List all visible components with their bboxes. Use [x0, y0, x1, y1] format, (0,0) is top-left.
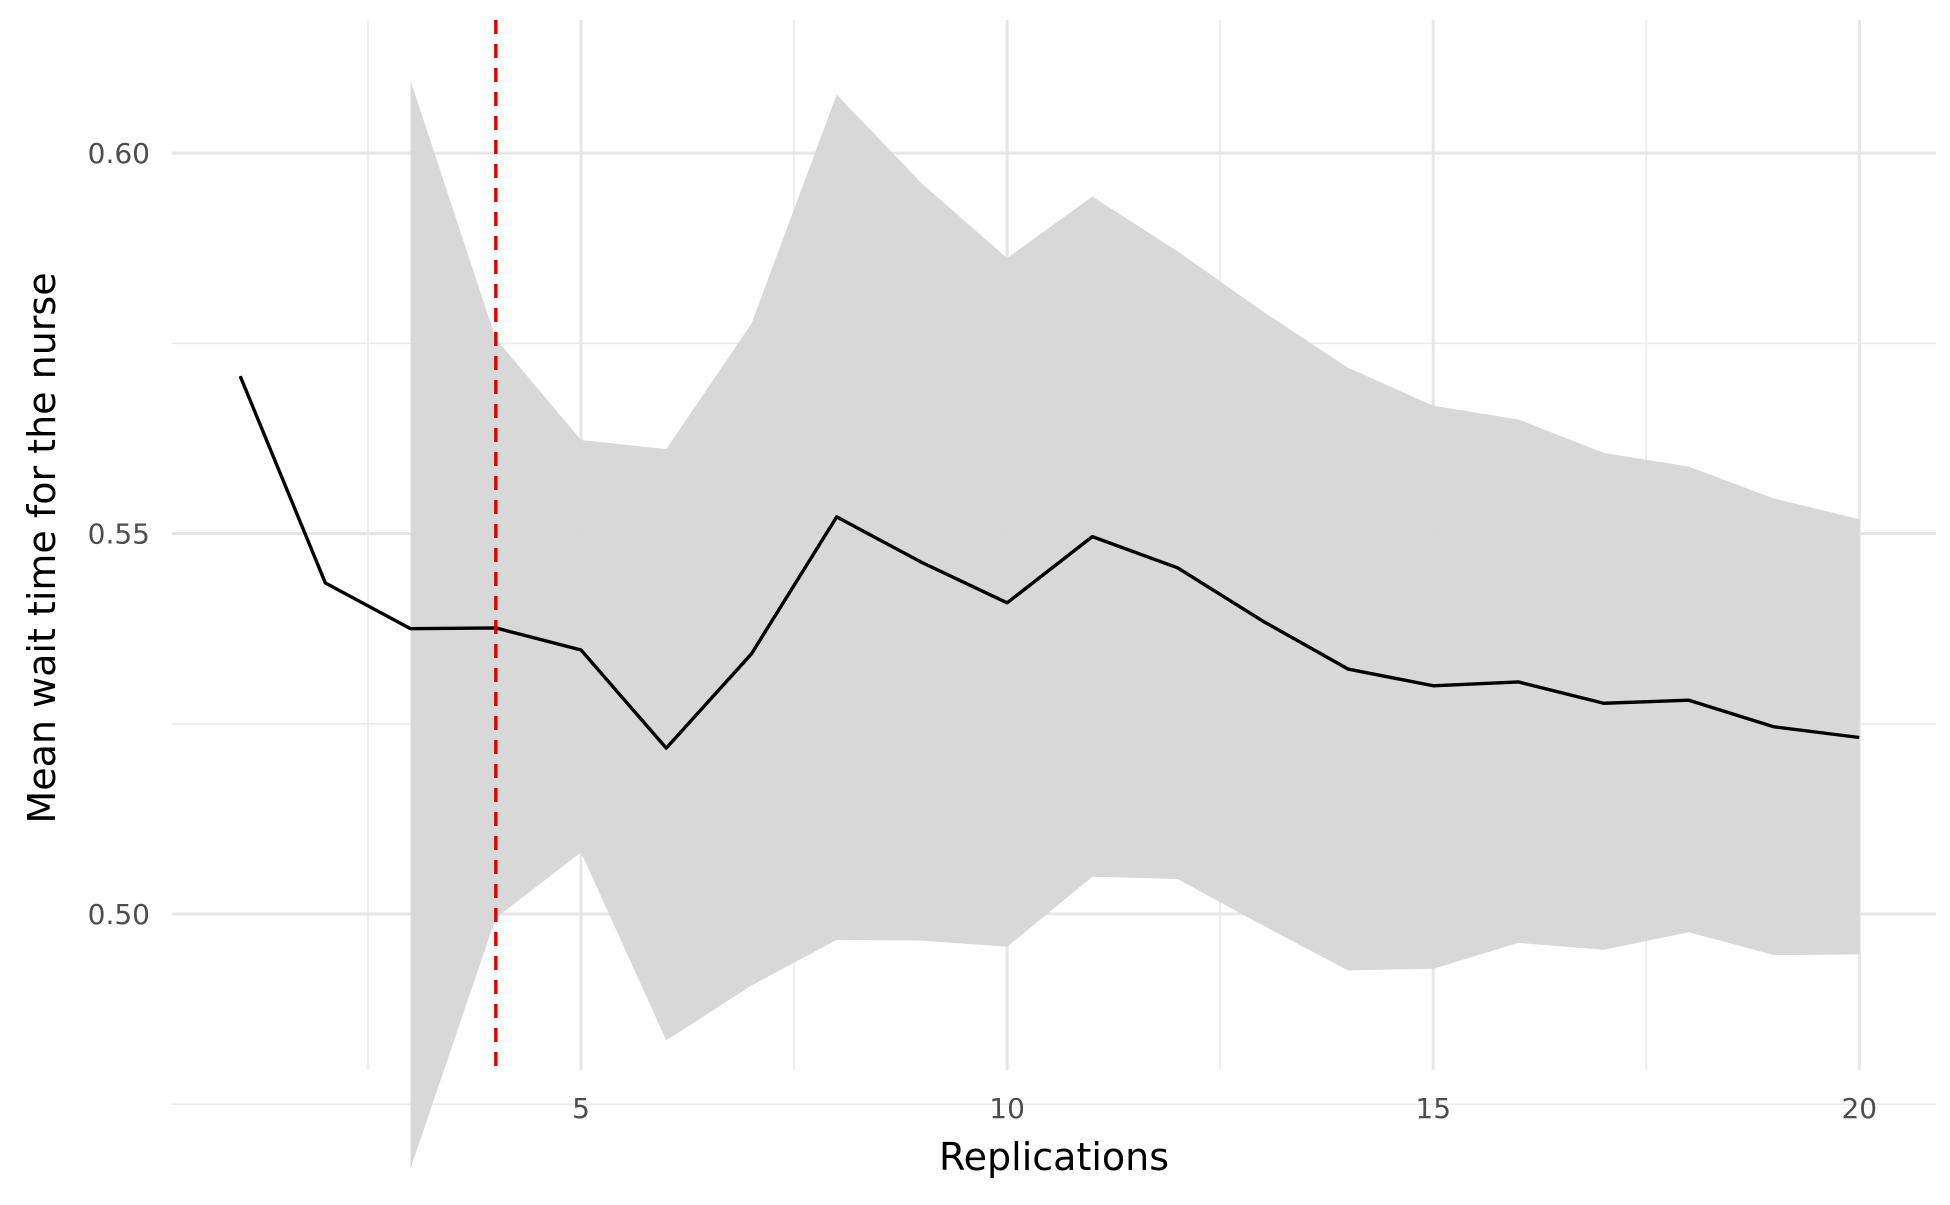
y-tick-label: 0.60 [88, 137, 150, 170]
y-tick-label: 0.55 [88, 518, 150, 551]
x-tick-label: 15 [1415, 1092, 1451, 1125]
x-tick-label: 20 [1841, 1092, 1877, 1125]
x-axis-title: Replications [939, 1135, 1169, 1179]
confidence-band [411, 81, 1860, 1168]
x-tick-label: 10 [989, 1092, 1025, 1125]
x-tick-label: 5 [572, 1092, 590, 1125]
y-axis-title: Mean wait time for the nurse [20, 272, 64, 823]
y-tick-label: 0.50 [88, 898, 150, 931]
x-axis-ticks: 5 10 15 20 [572, 1092, 1877, 1125]
confidence-band-layer [411, 81, 1860, 1168]
y-axis-ticks: 0.50 0.55 0.60 [88, 137, 150, 931]
